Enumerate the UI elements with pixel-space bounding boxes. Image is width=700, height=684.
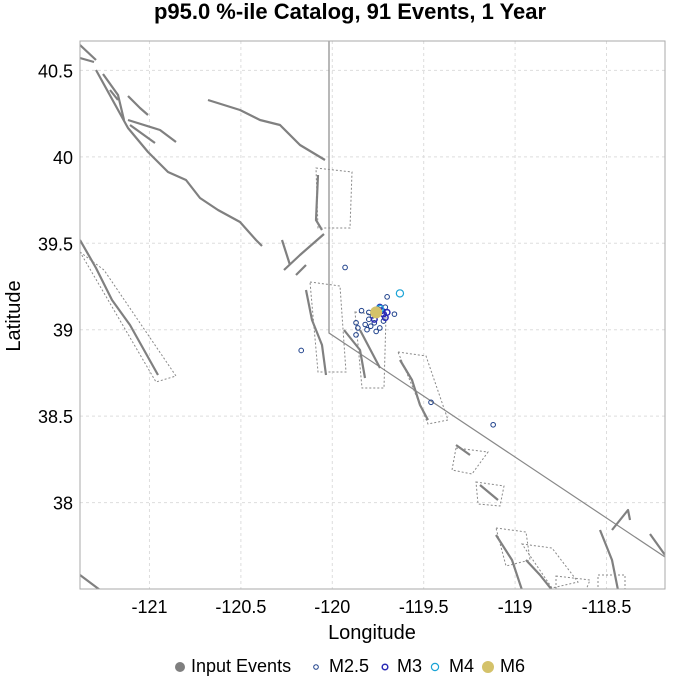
fault-zone-box (80, 251, 177, 383)
event-point (358, 307, 365, 314)
event-point (490, 421, 496, 428)
legend-label: M3 (397, 656, 422, 676)
legend-label: M4 (449, 656, 474, 676)
fault-trace (129, 124, 156, 144)
fault-trace (80, 574, 101, 589)
fault-zone-box (309, 281, 347, 373)
x-tick-label: -120 (314, 597, 350, 617)
event-point (370, 306, 383, 319)
event-markers (298, 264, 496, 428)
fault-trace (280, 239, 292, 266)
y-axis-label: Latitude (3, 280, 25, 351)
legend-item: M4 (430, 656, 474, 676)
state-border (328, 41, 665, 558)
fault-trace (479, 484, 499, 501)
event-point (362, 321, 368, 328)
event-point (428, 399, 434, 406)
fault-trace (80, 56, 95, 64)
y-tick-label: 39 (53, 321, 73, 341)
event-point (373, 328, 379, 335)
y-tick-label: 39.5 (38, 234, 73, 254)
fault-trace (80, 44, 97, 61)
fault-zone-box (315, 167, 353, 229)
plot-frame (79, 40, 666, 590)
event-point (367, 323, 374, 330)
fault-zone-box (475, 481, 505, 507)
fault-zone-box (555, 575, 591, 589)
x-ticks: -121 -120.5 -120 -119.5 -119 -118.5 (131, 597, 631, 617)
fault-zone-box (520, 543, 579, 589)
fault-trace (598, 529, 619, 589)
chart-title: p95.0 %-ile Catalog, 91 Events, 1 Year (154, 0, 547, 24)
legend-marker (313, 664, 319, 670)
fault-trace (127, 95, 149, 116)
x-tick-label: -118.5 (582, 597, 632, 617)
fault-trace (80, 239, 159, 376)
event-point (298, 347, 305, 354)
fault-zone-box (397, 351, 449, 425)
legend: Input Events M2.5 M3 M4 M6 (175, 656, 525, 676)
legend-marker (430, 662, 440, 672)
x-tick-label: -119 (498, 597, 533, 617)
y-tick-label: 40.5 (38, 61, 73, 81)
fault-trace (127, 118, 177, 143)
fault-map (80, 41, 665, 589)
event-point (355, 325, 361, 331)
fault-zone-box (495, 527, 531, 567)
legend-label: M6 (500, 656, 525, 676)
fault-trace (109, 89, 119, 101)
event-point (371, 319, 378, 326)
fault-trace (359, 329, 381, 369)
fault-trace (95, 69, 263, 247)
y-tick-label: 40 (53, 148, 73, 168)
legend-label: M2.5 (329, 656, 369, 676)
fault-trace (649, 533, 665, 556)
event-point (384, 294, 390, 300)
event-point (395, 289, 405, 298)
legend-item: Input Events (175, 656, 291, 676)
fault-trace (304, 289, 328, 376)
fault-trace (207, 98, 326, 161)
series-m2-5 (298, 264, 496, 428)
grid (80, 41, 665, 589)
fault-trace (495, 534, 523, 589)
fault-trace (283, 233, 325, 271)
x-tick-label: -121 (131, 597, 167, 617)
x-axis-label: Longitude (328, 622, 416, 644)
legend-marker (482, 661, 494, 673)
y-ticks: 38 38.5 39 39.5 40 40.5 (38, 61, 73, 513)
y-tick-label: 38 (53, 494, 73, 514)
event-point (364, 326, 370, 333)
event-point (381, 314, 389, 322)
fault-trace (343, 329, 367, 379)
event-point (342, 264, 348, 271)
legend-item: M6 (482, 656, 525, 676)
fault-zone-box (597, 574, 626, 589)
event-point (353, 319, 359, 326)
fault-trace (295, 264, 307, 276)
fault-zone-box (451, 447, 489, 475)
fault-trace (399, 359, 429, 421)
event-point (353, 332, 359, 338)
y-tick-label: 38.5 (38, 407, 73, 427)
legend-marker (175, 662, 185, 672)
legend-item: M2.5 (313, 656, 369, 676)
series-m6 (370, 306, 383, 319)
fault-trace (314, 174, 323, 231)
x-tick-label: -119.5 (399, 597, 449, 617)
legend-marker (381, 663, 389, 671)
legend-item: M3 (381, 656, 422, 676)
fault-trace (102, 73, 126, 121)
fault-trace (455, 444, 471, 456)
legend-label: Input Events (191, 656, 291, 676)
event-point (391, 311, 398, 317)
x-tick-label: -120.5 (215, 597, 266, 617)
fault-trace (525, 559, 553, 589)
event-point (377, 325, 383, 331)
fault-trace (611, 508, 632, 531)
